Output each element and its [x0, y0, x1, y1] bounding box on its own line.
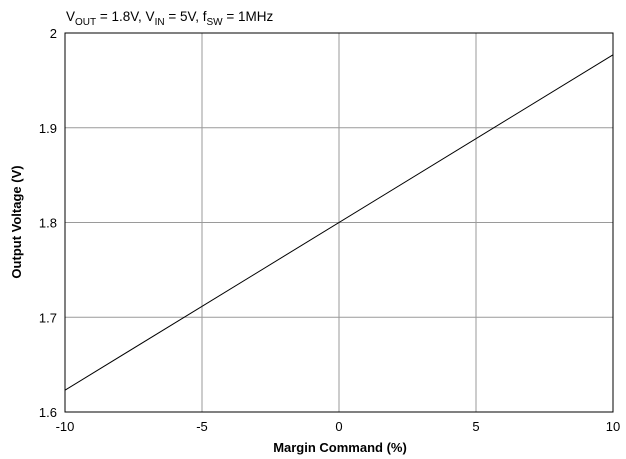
x-tick-label: -10: [56, 419, 75, 434]
series-layer: [64, 54, 614, 391]
x-tick-label: 0: [335, 419, 342, 434]
fsw-value: = 1MHz: [223, 9, 274, 24]
x-tick-labels: -10 -5 0 5 10: [56, 419, 621, 434]
y-tick-label: 1.9: [39, 121, 57, 136]
series-line: [64, 54, 614, 391]
vin-symbol: V: [146, 9, 155, 24]
vin-subscript: IN: [155, 17, 165, 28]
x-tick-label: 10: [606, 419, 620, 434]
y-axis-title: Output Voltage (V): [9, 165, 24, 278]
fsw-symbol: f: [203, 9, 207, 24]
conditions-label: VOUT = 1.8V, VIN = 5V, fSW = 1MHz: [66, 9, 273, 28]
y-tick-label: 1.8: [39, 216, 57, 231]
vout-subscript: OUT: [75, 17, 96, 28]
y-tick-label: 1.7: [39, 310, 57, 325]
vout-value: = 1.8V,: [96, 9, 145, 24]
x-tick-label: 5: [472, 419, 479, 434]
y-tick-label: 1.6: [39, 405, 57, 420]
vout-symbol: V: [66, 9, 75, 24]
x-tick-label: -5: [196, 419, 208, 434]
vin-value: = 5V,: [165, 9, 203, 24]
x-axis-title: Margin Command (%): [273, 440, 407, 455]
y-tick-label: 2: [50, 26, 57, 41]
plot-frame: [64, 32, 614, 413]
y-tick-labels: 1.6 1.7 1.8 1.9 2: [39, 26, 57, 420]
fsw-subscript: SW: [207, 17, 224, 28]
